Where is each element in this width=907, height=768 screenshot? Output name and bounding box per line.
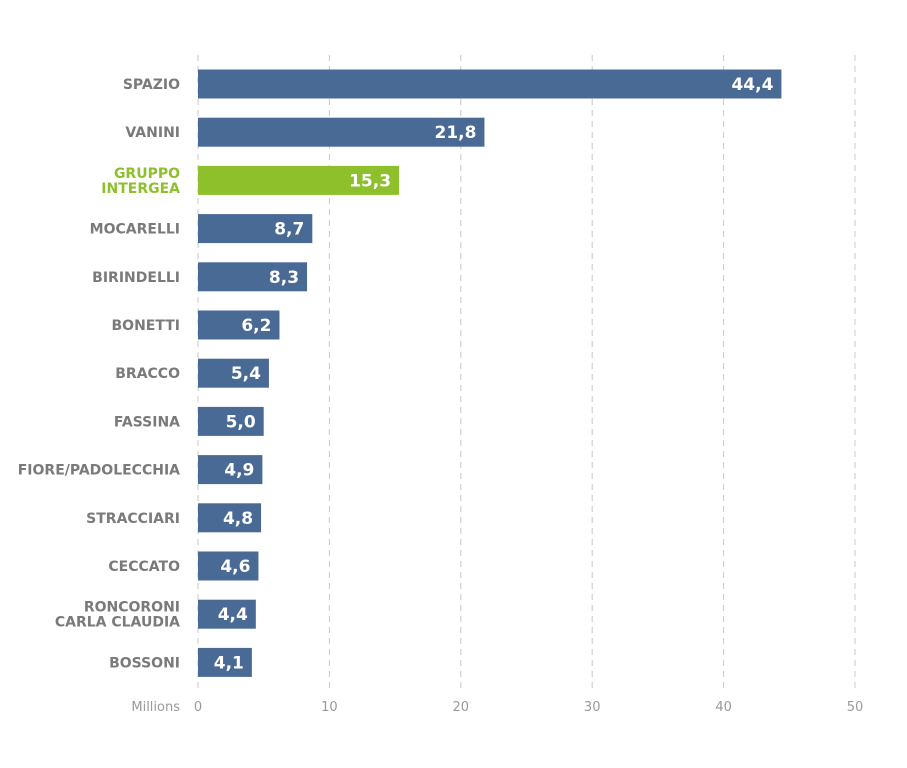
bar xyxy=(198,310,280,340)
category-label: BRACCO xyxy=(115,366,180,382)
bar-value-label: 4,6 xyxy=(220,557,250,577)
bar xyxy=(198,455,263,485)
category-label: MOCARELLI xyxy=(90,222,180,238)
x-axis-ticks: 0 10 20 30 40 50 xyxy=(194,700,863,715)
bar-value-label: 8,3 xyxy=(269,268,299,288)
bar xyxy=(198,358,269,388)
bar xyxy=(198,117,485,147)
x-axis-label: Millions xyxy=(131,700,180,715)
category-label: RONCORONI CARLA CLAUDIA xyxy=(55,600,180,631)
bar xyxy=(198,406,264,436)
bar-value-label: 15,3 xyxy=(349,171,391,191)
bar-value-label: 4,8 xyxy=(223,509,253,529)
category-labels: SPAZIO VANINI GRUPPO INTERGEA MOCARELLI BIRIN… xyxy=(18,77,180,671)
bar xyxy=(198,599,256,629)
bar xyxy=(198,165,400,195)
category-label: BOSSONI xyxy=(109,655,180,671)
x-tick-label: 20 xyxy=(453,700,470,715)
bar-value-label: 8,7 xyxy=(274,220,304,240)
bar-value-label: 44,4 xyxy=(731,75,773,95)
category-label: SPAZIO xyxy=(123,77,180,93)
category-label: FASSINA xyxy=(114,414,180,430)
category-label: CECCATO xyxy=(108,559,180,575)
category-label: BIRINDELLI xyxy=(92,270,180,286)
bar xyxy=(198,262,308,292)
bar xyxy=(198,214,313,244)
bar xyxy=(198,647,252,677)
bar-value-label: 4,9 xyxy=(224,461,254,481)
x-tick-label: 40 xyxy=(715,700,732,715)
bar-value-label: 6,2 xyxy=(241,316,271,336)
category-label: BONETTI xyxy=(112,318,180,334)
bar xyxy=(198,503,262,533)
category-label: GRUPPO INTERGEA xyxy=(101,166,180,197)
category-label: STRACCIARI xyxy=(86,511,180,527)
bars: 44,4 21,8 15,3 8,7 8,3 6,2 5,4 5,0 4,9 4,8 4,6 4,4 4… xyxy=(198,69,782,677)
bar-value-label: 5,4 xyxy=(231,364,261,384)
bar-value-label: 4,4 xyxy=(218,605,248,625)
bar-value-label: 5,0 xyxy=(226,412,256,432)
x-tick-label: 50 xyxy=(847,700,864,715)
x-tick-label: 0 xyxy=(194,700,202,715)
category-label: FIORE/PADOLECCHIA xyxy=(18,463,180,479)
x-tick-label: 10 xyxy=(321,700,338,715)
bar xyxy=(198,69,782,99)
x-tick-label: 30 xyxy=(584,700,601,715)
bar xyxy=(198,551,259,581)
bar-value-label: 4,1 xyxy=(214,653,244,673)
grid-lines xyxy=(197,55,856,688)
bar-value-label: 21,8 xyxy=(434,123,476,143)
category-label: VANINI xyxy=(125,125,180,141)
